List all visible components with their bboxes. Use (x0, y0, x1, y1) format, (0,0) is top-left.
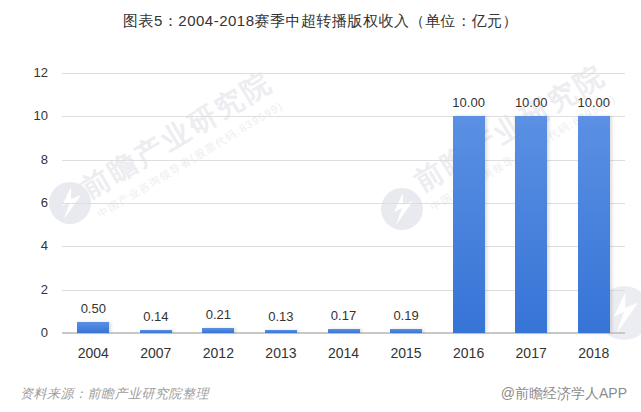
bar-value-label: 0.13 (249, 309, 313, 324)
bar (328, 329, 360, 333)
y-tick-label: 2 (0, 282, 48, 297)
gridline (62, 73, 625, 74)
bar (515, 116, 547, 333)
x-tick-label: 2007 (124, 345, 188, 361)
page-title: 图表5：2004-2018赛季中超转播版权收入（单位：亿元） (0, 12, 641, 31)
x-tick-label: 2016 (437, 345, 501, 361)
x-tick-label: 2018 (562, 345, 626, 361)
y-tick-label: 10 (0, 108, 48, 123)
x-tick-label: 2015 (374, 345, 438, 361)
y-tick-label: 12 (0, 65, 48, 80)
bar (140, 330, 172, 333)
bar-value-label: 0.19 (374, 308, 438, 323)
plot-area: 0.500.140.210.130.170.1910.0010.0010.00 (62, 73, 625, 333)
bar (77, 322, 109, 333)
bar (202, 328, 234, 333)
y-tick-label: 8 (0, 152, 48, 167)
y-tick-label: 0 (0, 325, 48, 340)
brand-credit: @前瞻经济学人APP (501, 385, 627, 403)
x-tick-label: 2014 (312, 345, 376, 361)
bar-value-label: 0.14 (124, 309, 188, 324)
bar-value-label: 0.17 (312, 308, 376, 323)
y-tick-label: 4 (0, 238, 48, 253)
bar-value-label: 0.21 (186, 307, 250, 322)
bar (578, 116, 610, 333)
bar-value-label: 10.00 (437, 95, 501, 110)
x-tick-label: 2017 (499, 345, 563, 361)
x-axis: 200420072012201320142015201620172018 (62, 343, 625, 363)
chart-canvas: 前瞻产业研究院 中国产业咨询领导者(股票代码:839599) 前瞻产业研究院 中… (0, 0, 641, 412)
bar-value-label: 0.50 (61, 301, 125, 316)
bar (453, 116, 485, 333)
x-tick-label: 2013 (249, 345, 313, 361)
x-tick-label: 2004 (61, 345, 125, 361)
y-axis: 024681012 (0, 73, 48, 333)
y-tick-label: 6 (0, 195, 48, 210)
bar-value-label: 10.00 (562, 95, 626, 110)
bar (265, 330, 297, 333)
bar (390, 329, 422, 333)
source-note: 资料来源：前瞻产业研究院整理 (20, 385, 209, 403)
bar-value-label: 10.00 (499, 95, 563, 110)
x-tick-label: 2012 (186, 345, 250, 361)
